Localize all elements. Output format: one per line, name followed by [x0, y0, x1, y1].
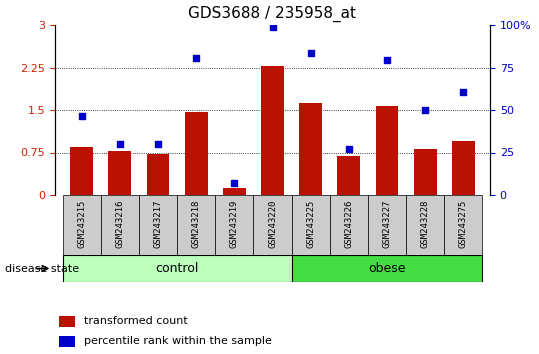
Bar: [253, 195, 292, 255]
Bar: [59, 316, 75, 327]
Text: GSM243215: GSM243215: [77, 200, 86, 248]
Point: [230, 180, 239, 185]
Bar: [368, 195, 406, 255]
Text: GSM243227: GSM243227: [383, 200, 391, 248]
Bar: [59, 336, 75, 347]
Bar: [70, 147, 93, 195]
Text: GSM243275: GSM243275: [459, 200, 468, 248]
Text: disease state: disease state: [5, 263, 80, 274]
Bar: [299, 103, 322, 195]
Text: transformed count: transformed count: [84, 316, 188, 326]
Text: percentile rank within the sample: percentile rank within the sample: [84, 336, 272, 346]
Text: GSM243226: GSM243226: [344, 200, 354, 248]
Point: [344, 146, 353, 152]
Text: GSM243218: GSM243218: [192, 200, 201, 248]
Point: [268, 24, 277, 29]
Bar: [63, 195, 101, 255]
Point: [78, 113, 86, 119]
Point: [154, 141, 162, 147]
Bar: [337, 156, 360, 195]
Text: GSM243219: GSM243219: [230, 200, 239, 248]
Text: GSM243228: GSM243228: [420, 200, 430, 248]
Bar: [414, 149, 437, 195]
Bar: [63, 255, 292, 282]
Point: [192, 55, 201, 61]
Title: GDS3688 / 235958_at: GDS3688 / 235958_at: [189, 6, 356, 22]
Bar: [452, 141, 475, 195]
Bar: [185, 112, 208, 195]
Point: [459, 89, 468, 95]
Point: [306, 51, 315, 56]
Text: GSM243216: GSM243216: [115, 200, 125, 248]
Text: GSM243225: GSM243225: [306, 200, 315, 248]
Text: GSM243217: GSM243217: [154, 200, 163, 248]
Text: GSM243220: GSM243220: [268, 200, 277, 248]
Text: control: control: [155, 262, 199, 275]
Bar: [177, 195, 215, 255]
Bar: [292, 195, 330, 255]
Bar: [215, 195, 253, 255]
Point: [383, 57, 391, 63]
Point: [421, 107, 430, 113]
Bar: [101, 195, 139, 255]
Bar: [444, 195, 482, 255]
Bar: [261, 66, 284, 195]
Point: [115, 141, 124, 147]
Bar: [139, 195, 177, 255]
Bar: [406, 195, 444, 255]
Text: obese: obese: [368, 262, 406, 275]
Bar: [147, 154, 169, 195]
Bar: [223, 188, 246, 195]
Bar: [330, 195, 368, 255]
Bar: [376, 106, 398, 195]
Bar: [108, 151, 132, 195]
Bar: [292, 255, 482, 282]
